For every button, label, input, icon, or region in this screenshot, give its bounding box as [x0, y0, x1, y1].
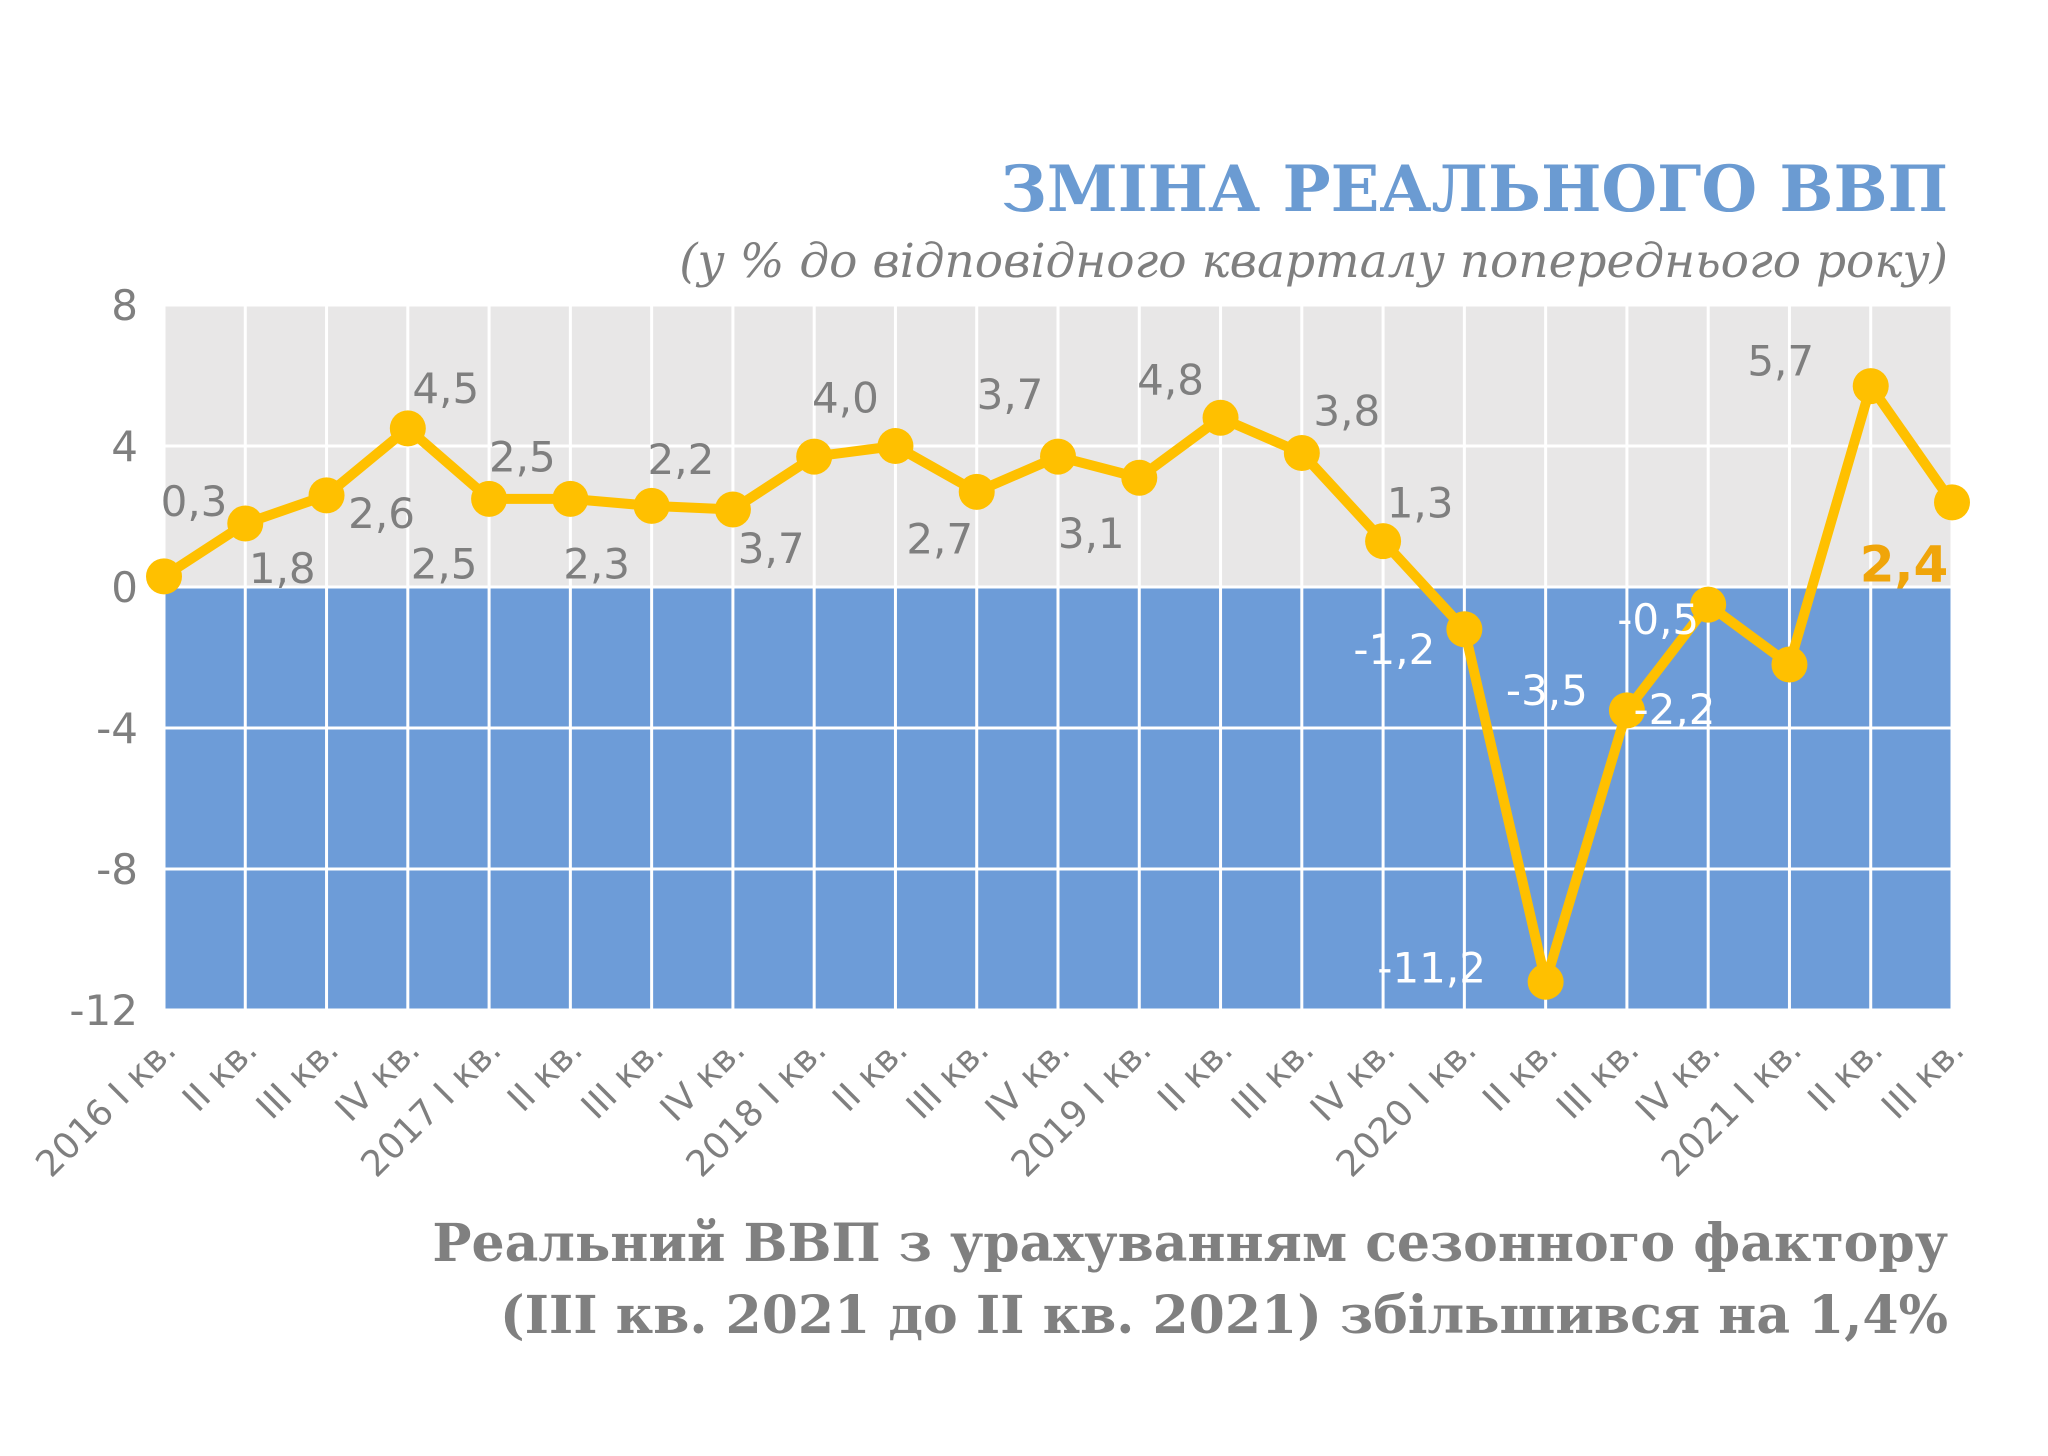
x-axis-tick-label: III кв.	[249, 1029, 347, 1127]
x-axis-tick-label: II кв.	[1150, 1029, 1241, 1120]
x-axis-tick-label: II кв.	[1801, 1029, 1892, 1120]
x-axis-tick-label: II кв.	[825, 1029, 916, 1120]
data-point-marker	[796, 438, 833, 475]
data-point-marker	[1040, 438, 1076, 475]
data-point-marker	[552, 480, 589, 517]
x-axis-tick-label: III кв.	[1874, 1029, 1972, 1127]
data-point-label: -1,2	[1353, 625, 1435, 674]
data-point-marker	[1283, 435, 1320, 472]
data-point-marker	[633, 487, 670, 524]
data-point-marker	[1608, 692, 1645, 729]
annotation-line-2: (III кв. 2021 до II кв. 2021) збільшився…	[499, 1284, 1948, 1346]
data-point-marker	[146, 558, 182, 595]
x-axis-tick-label: II кв.	[500, 1029, 591, 1120]
y-axis-tick-label: -8	[96, 845, 138, 894]
data-point-label: -0,5	[1617, 595, 1699, 644]
x-axis-tick-label: III кв.	[574, 1029, 672, 1127]
y-axis-tick-label: -4	[96, 704, 138, 753]
x-axis-tick-label: 2016 I кв.	[28, 1029, 184, 1185]
data-point-marker	[958, 473, 995, 510]
data-point-marker	[1690, 586, 1727, 623]
y-axis-tick-label: -12	[69, 986, 138, 1035]
data-point-marker	[1771, 646, 1808, 683]
data-point-label: 1,3	[1387, 479, 1454, 528]
data-point-label: 3,7	[977, 370, 1044, 419]
data-point-label: 3,7	[738, 524, 805, 573]
data-point-label: 2,5	[489, 432, 556, 481]
data-point-marker	[877, 428, 914, 464]
data-point-label: -11,2	[1377, 943, 1486, 992]
data-point-marker	[1202, 399, 1239, 436]
data-point-label: 3,8	[1313, 387, 1380, 436]
footer-annotation: Реальний ВВП з урахуванням сезонного фак…	[432, 1208, 1948, 1352]
data-point-label: 2,2	[648, 435, 715, 484]
y-axis-tick-label: 8	[111, 281, 138, 330]
data-point-label: 2,5	[411, 539, 478, 588]
data-point-label: 4,5	[412, 364, 479, 413]
x-axis-tick-label: III кв.	[1549, 1029, 1647, 1127]
chart-subtitle: (у % до відповідного кварталу попередньо…	[679, 234, 1948, 289]
data-point-label: 2,6	[348, 489, 415, 538]
data-point-marker	[1852, 368, 1889, 405]
y-axis-tick-label: 0	[111, 563, 138, 612]
chart-title: ЗМІНА РЕАЛЬНОГО ВВП	[1000, 152, 1948, 227]
data-point-label: -2,2	[1633, 685, 1715, 734]
data-point-marker	[714, 491, 751, 528]
data-point-label: 3,1	[1058, 509, 1125, 558]
x-axis-tick-label: II кв.	[175, 1029, 266, 1120]
data-point-marker	[308, 477, 345, 514]
data-point-marker	[1446, 611, 1483, 648]
data-point-marker	[1527, 963, 1564, 1000]
data-point-marker	[471, 480, 508, 517]
data-point-marker	[389, 410, 426, 447]
data-point-marker	[227, 505, 264, 542]
data-point-label: 2,4	[1860, 535, 1949, 593]
x-axis-tick-label: III кв.	[1224, 1029, 1322, 1127]
annotation-line-1: Реальний ВВП з урахуванням сезонного фак…	[432, 1213, 1948, 1274]
data-point-label: 4,0	[812, 374, 879, 423]
data-point-label: 2,3	[563, 539, 630, 588]
data-point-label: -3,5	[1506, 666, 1588, 715]
data-point-label: 4,8	[1137, 355, 1204, 404]
data-point-label: 1,8	[249, 544, 316, 593]
data-point-marker	[1121, 459, 1158, 496]
x-axis-tick-label: II кв.	[1475, 1029, 1566, 1120]
x-axis-tick-label: III кв.	[899, 1029, 997, 1127]
data-point-label: 5,7	[1747, 337, 1814, 386]
data-point-label: 0,3	[161, 477, 228, 526]
data-point-label: 2,7	[906, 514, 973, 563]
data-point-marker	[1365, 523, 1402, 560]
data-point-marker	[1934, 484, 1970, 521]
y-axis-tick-label: 4	[111, 422, 138, 471]
